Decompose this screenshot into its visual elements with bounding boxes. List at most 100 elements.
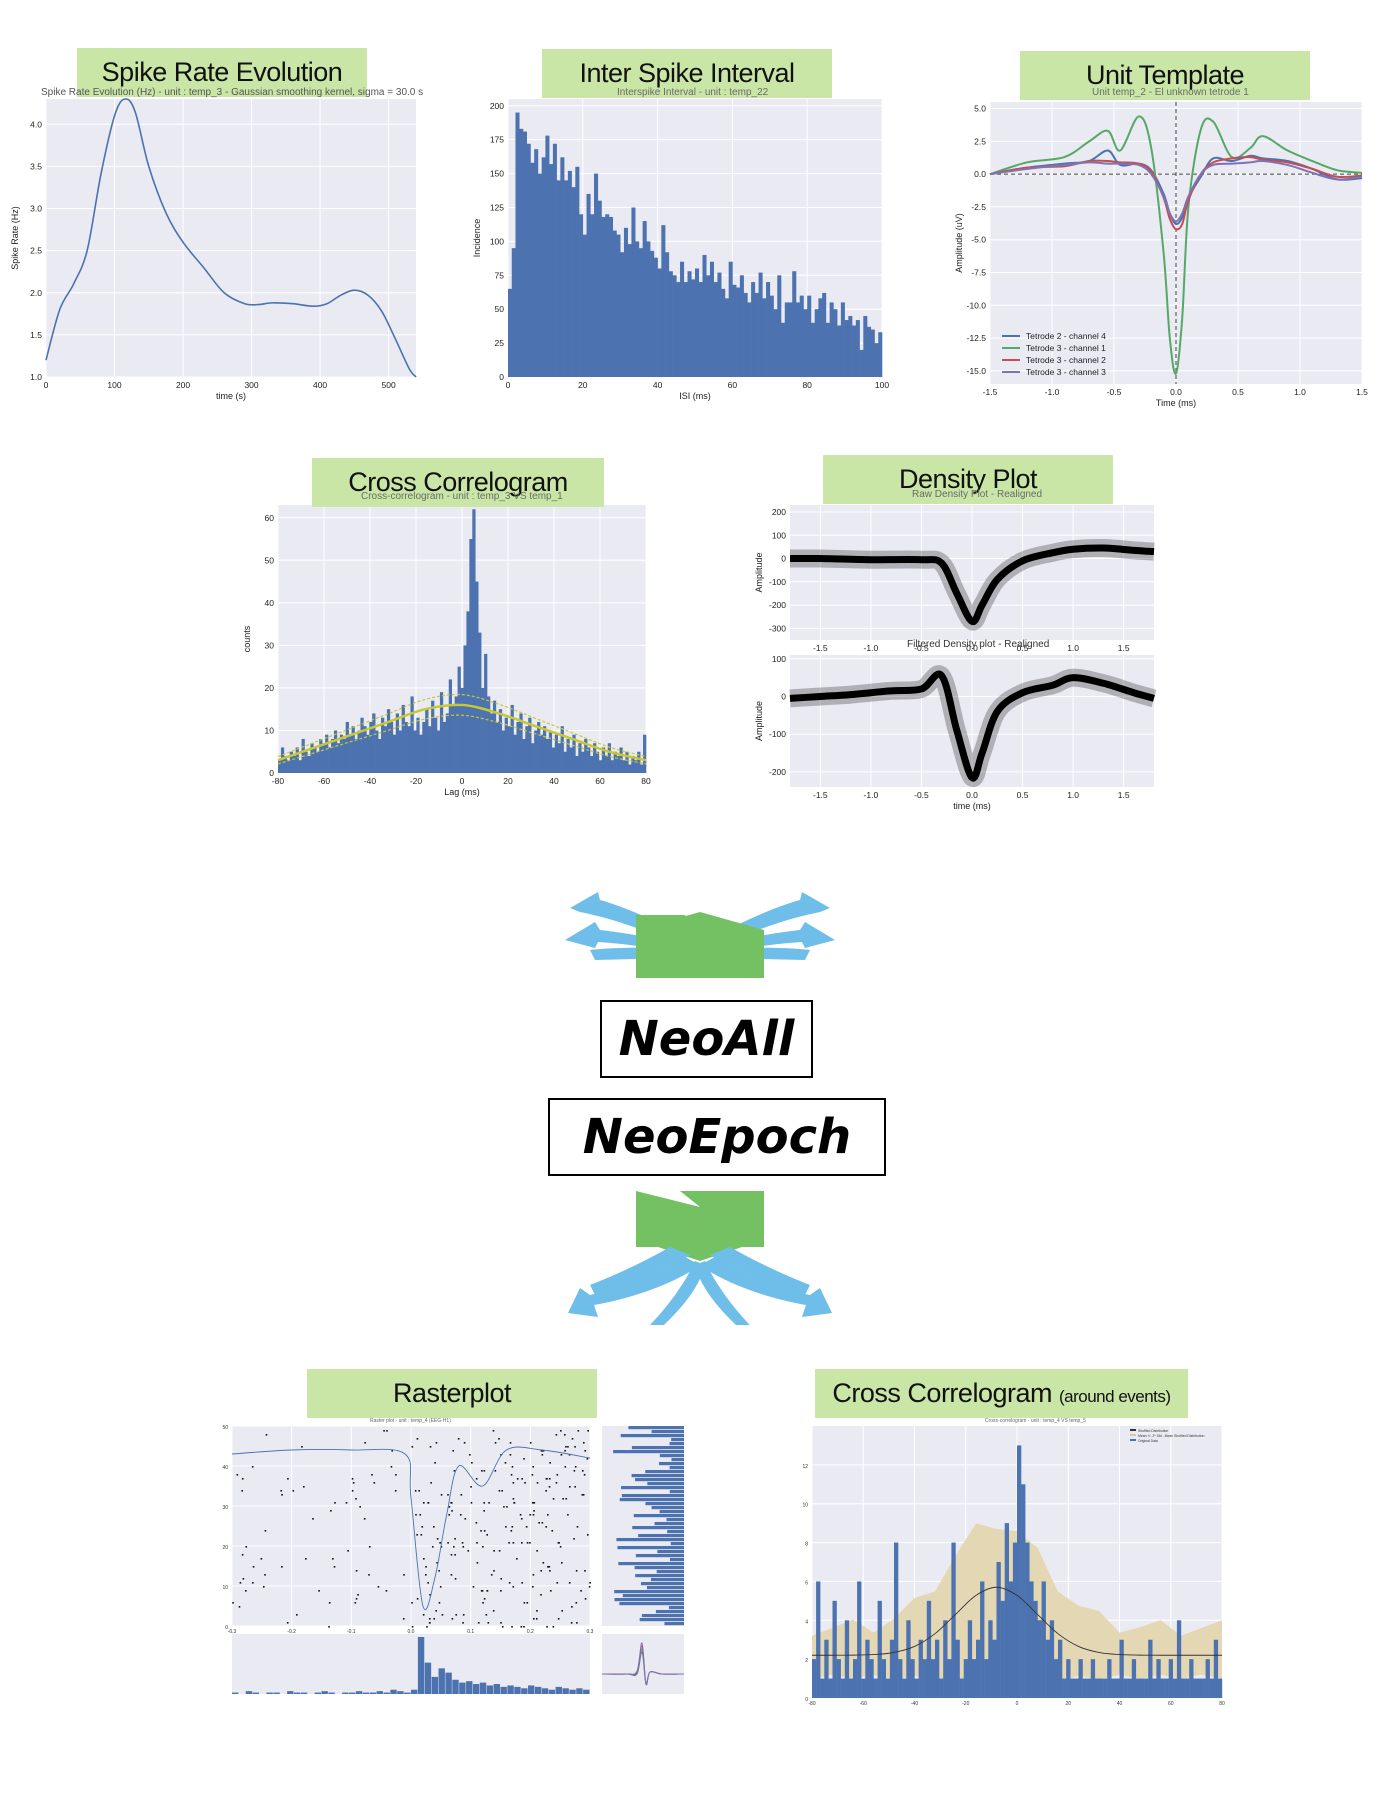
raster-spike-tick <box>355 1598 358 1600</box>
density-raw-density-core <box>789 544 1155 626</box>
cross-corr-bar <box>383 726 388 773</box>
cross-corr-bar <box>325 734 329 773</box>
raster-spike-tick <box>492 1430 495 1432</box>
raster-spike-tick <box>511 1626 513 1628</box>
raster-xtick-label: 0.0 <box>408 1629 415 1635</box>
raster-hist-bar <box>569 1689 576 1694</box>
raster-spike-tick <box>452 1450 455 1452</box>
cross-corr-events-bar <box>1185 1678 1190 1698</box>
isi-bar <box>874 343 879 377</box>
isi-xtick-label: 20 <box>578 380 588 390</box>
cross-corr-bar <box>484 653 488 773</box>
cross-corr-events-bar <box>967 1620 973 1698</box>
isi-bar <box>605 214 610 377</box>
raster-hist-bar <box>424 1662 432 1694</box>
cross-corr-events-bar <box>898 1659 903 1698</box>
isi-bar <box>638 248 643 377</box>
isi-bar <box>754 292 759 377</box>
raster-hist-bar <box>383 1692 390 1694</box>
spike-rate-ytick-label: 1.0 <box>30 372 42 382</box>
cross-corr-events-bar <box>951 1542 956 1698</box>
density-raw-xtick-label: -1.5 <box>813 643 828 653</box>
raster-spike-tick <box>421 1526 424 1528</box>
cross-corr-events-bar <box>873 1678 878 1698</box>
isi-bar <box>556 180 561 377</box>
isi-xtick-label: 100 <box>875 380 889 390</box>
raster-spike-tick <box>526 1602 529 1604</box>
isi-bar <box>676 282 681 377</box>
cross-corr-bar <box>330 738 335 773</box>
raster-spike-tick <box>260 1558 263 1560</box>
raster-spike-tick <box>451 1618 454 1620</box>
raster-spike-tick <box>440 1494 443 1496</box>
raster-spike-tick <box>571 1438 574 1440</box>
cross-corr-bar <box>513 734 517 773</box>
isi-bar <box>687 271 692 377</box>
raster-spike-tick <box>391 1450 394 1452</box>
raster-xtick-label: -0.1 <box>347 1629 356 1635</box>
raster-side-hist-bar <box>669 1490 684 1494</box>
raster-spike-tick <box>424 1574 427 1576</box>
raster-spike-tick <box>482 1546 484 1548</box>
raster-side-hist-bar <box>647 1482 684 1486</box>
raster-hist-bar <box>438 1668 445 1694</box>
raster-side-hist-bar <box>650 1578 684 1582</box>
raster-spike-tick <box>471 1462 473 1464</box>
density-filtered-xtick-label: 1.5 <box>1118 790 1130 800</box>
unit-template-legend-label: Tetrode 2 - channel 4 <box>1026 331 1106 341</box>
cross-corr-events-bar <box>1148 1639 1153 1698</box>
raster-hist-bar <box>287 1691 294 1694</box>
isi-bar <box>829 302 834 377</box>
raster-spike-tick <box>538 1522 540 1524</box>
cross-corr-subtitle: Cross-correlogram - unit : temp_3 VS tem… <box>361 491 563 502</box>
raster-spike-tick <box>523 1602 526 1604</box>
neoall-box[interactable]: NeoAll <box>600 1000 813 1078</box>
isi-ytick-label: 0 <box>499 372 504 382</box>
cross-corr-bar <box>372 713 376 773</box>
isi-ytick-label: 125 <box>490 202 504 212</box>
cross-corr-bar <box>501 730 505 773</box>
raster-side-hist-bar <box>613 1450 684 1454</box>
raster-hist-bar <box>266 1692 273 1694</box>
raster-spike-tick <box>567 1446 569 1448</box>
cross-corr-xtick-label: 0 <box>460 776 465 786</box>
density-raw-xtick-label: 0.5 <box>1017 643 1029 653</box>
cross-corr-events-bar <box>926 1600 932 1698</box>
raster-spike-tick <box>430 1482 432 1484</box>
isi-bar <box>601 216 606 377</box>
raster-hist-bar <box>562 1688 569 1694</box>
raster-spike-tick <box>577 1430 580 1432</box>
cross-corr-events-legend-swatch <box>1130 1434 1136 1436</box>
raster-hist-bar <box>528 1685 535 1694</box>
isi-bar <box>635 241 640 377</box>
raster-spike-tick <box>333 1566 336 1568</box>
raster-spike-tick <box>498 1438 500 1440</box>
isi-bar <box>739 275 744 377</box>
cross-corr-events-bar <box>918 1639 923 1698</box>
raster-spike-tick <box>377 1586 380 1588</box>
raster-side-hist-bar <box>669 1466 684 1470</box>
raster-spike-tick <box>574 1486 576 1488</box>
raster-side-hist-bar <box>635 1478 684 1482</box>
cross-corr-events-bar <box>1062 1678 1067 1698</box>
isi-banner: Inter Spike Interval <box>542 49 832 98</box>
cross-corr-events-bar <box>1144 1678 1149 1698</box>
spike-rate-panel: Spike Rate Evolution Spike Rate Evolutio… <box>0 0 440 420</box>
raster-hist-bar <box>479 1682 487 1694</box>
raster-spike-tick <box>416 1438 419 1440</box>
density-chart: -1.5 -1.0 -0.5 0.0 0.5 1.0 1.5 200 100 0 -100 -200 -… <box>754 505 1157 811</box>
cross-corr-events-bar <box>1086 1678 1091 1698</box>
raster-spike-tick <box>564 1450 566 1452</box>
raster-spike-tick <box>555 1434 558 1436</box>
spike-rate-chart: 0 100 200 300 400 500 1.0 1.5 2.0 2.5 3.0 3.5 4.0 tim… <box>10 98 417 401</box>
isi-bar <box>646 241 651 377</box>
neoepoch-box[interactable]: NeoEpoch <box>548 1098 886 1176</box>
raster-spike-tick <box>542 1450 545 1452</box>
cross-corr-bar <box>448 679 452 773</box>
isi-bar <box>560 157 565 377</box>
raster-spike-tick <box>483 1510 485 1512</box>
spike-rate-ytick-label: 3.0 <box>30 204 42 214</box>
raster-side-hist-bar <box>654 1522 684 1526</box>
cross-corr-bar <box>304 751 308 773</box>
raster-side-hist-bar <box>645 1502 684 1506</box>
